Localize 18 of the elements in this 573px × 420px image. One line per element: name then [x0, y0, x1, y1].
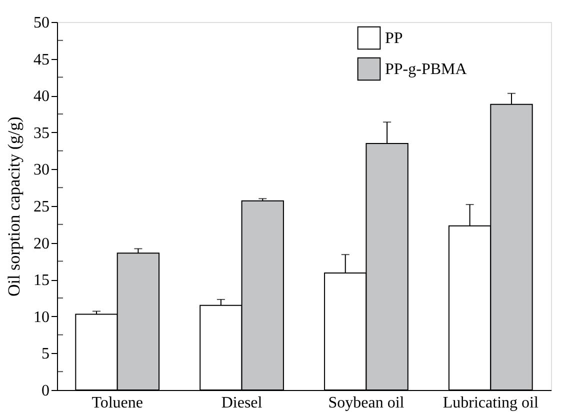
y-tick-label: 15 [34, 272, 50, 290]
y-tick-label: 25 [34, 198, 50, 216]
y-tick-label: 20 [34, 235, 50, 252]
x-tick-label: Lubricating oil [442, 394, 539, 412]
legend-label: PP [385, 30, 403, 47]
y-tick-label: 40 [34, 88, 50, 106]
x-tick-label: Diesel [221, 394, 263, 412]
y-tick-label: 0 [42, 382, 50, 400]
y-tick-label: 10 [34, 308, 50, 326]
y-axis-title: Oil sorption capacity (g/g) [4, 116, 24, 296]
y-tick-label: 35 [34, 124, 50, 142]
y-tick-label: 5 [42, 346, 50, 363]
legend-label: PP-g-PBMA [385, 61, 468, 78]
y-tick-label: 30 [34, 162, 50, 179]
y-tick-label: 45 [34, 51, 50, 68]
y-tick-label: 50 [34, 14, 50, 32]
x-tick-label: Soybean oil [328, 394, 405, 412]
x-tick-label: Toluene [92, 394, 144, 412]
